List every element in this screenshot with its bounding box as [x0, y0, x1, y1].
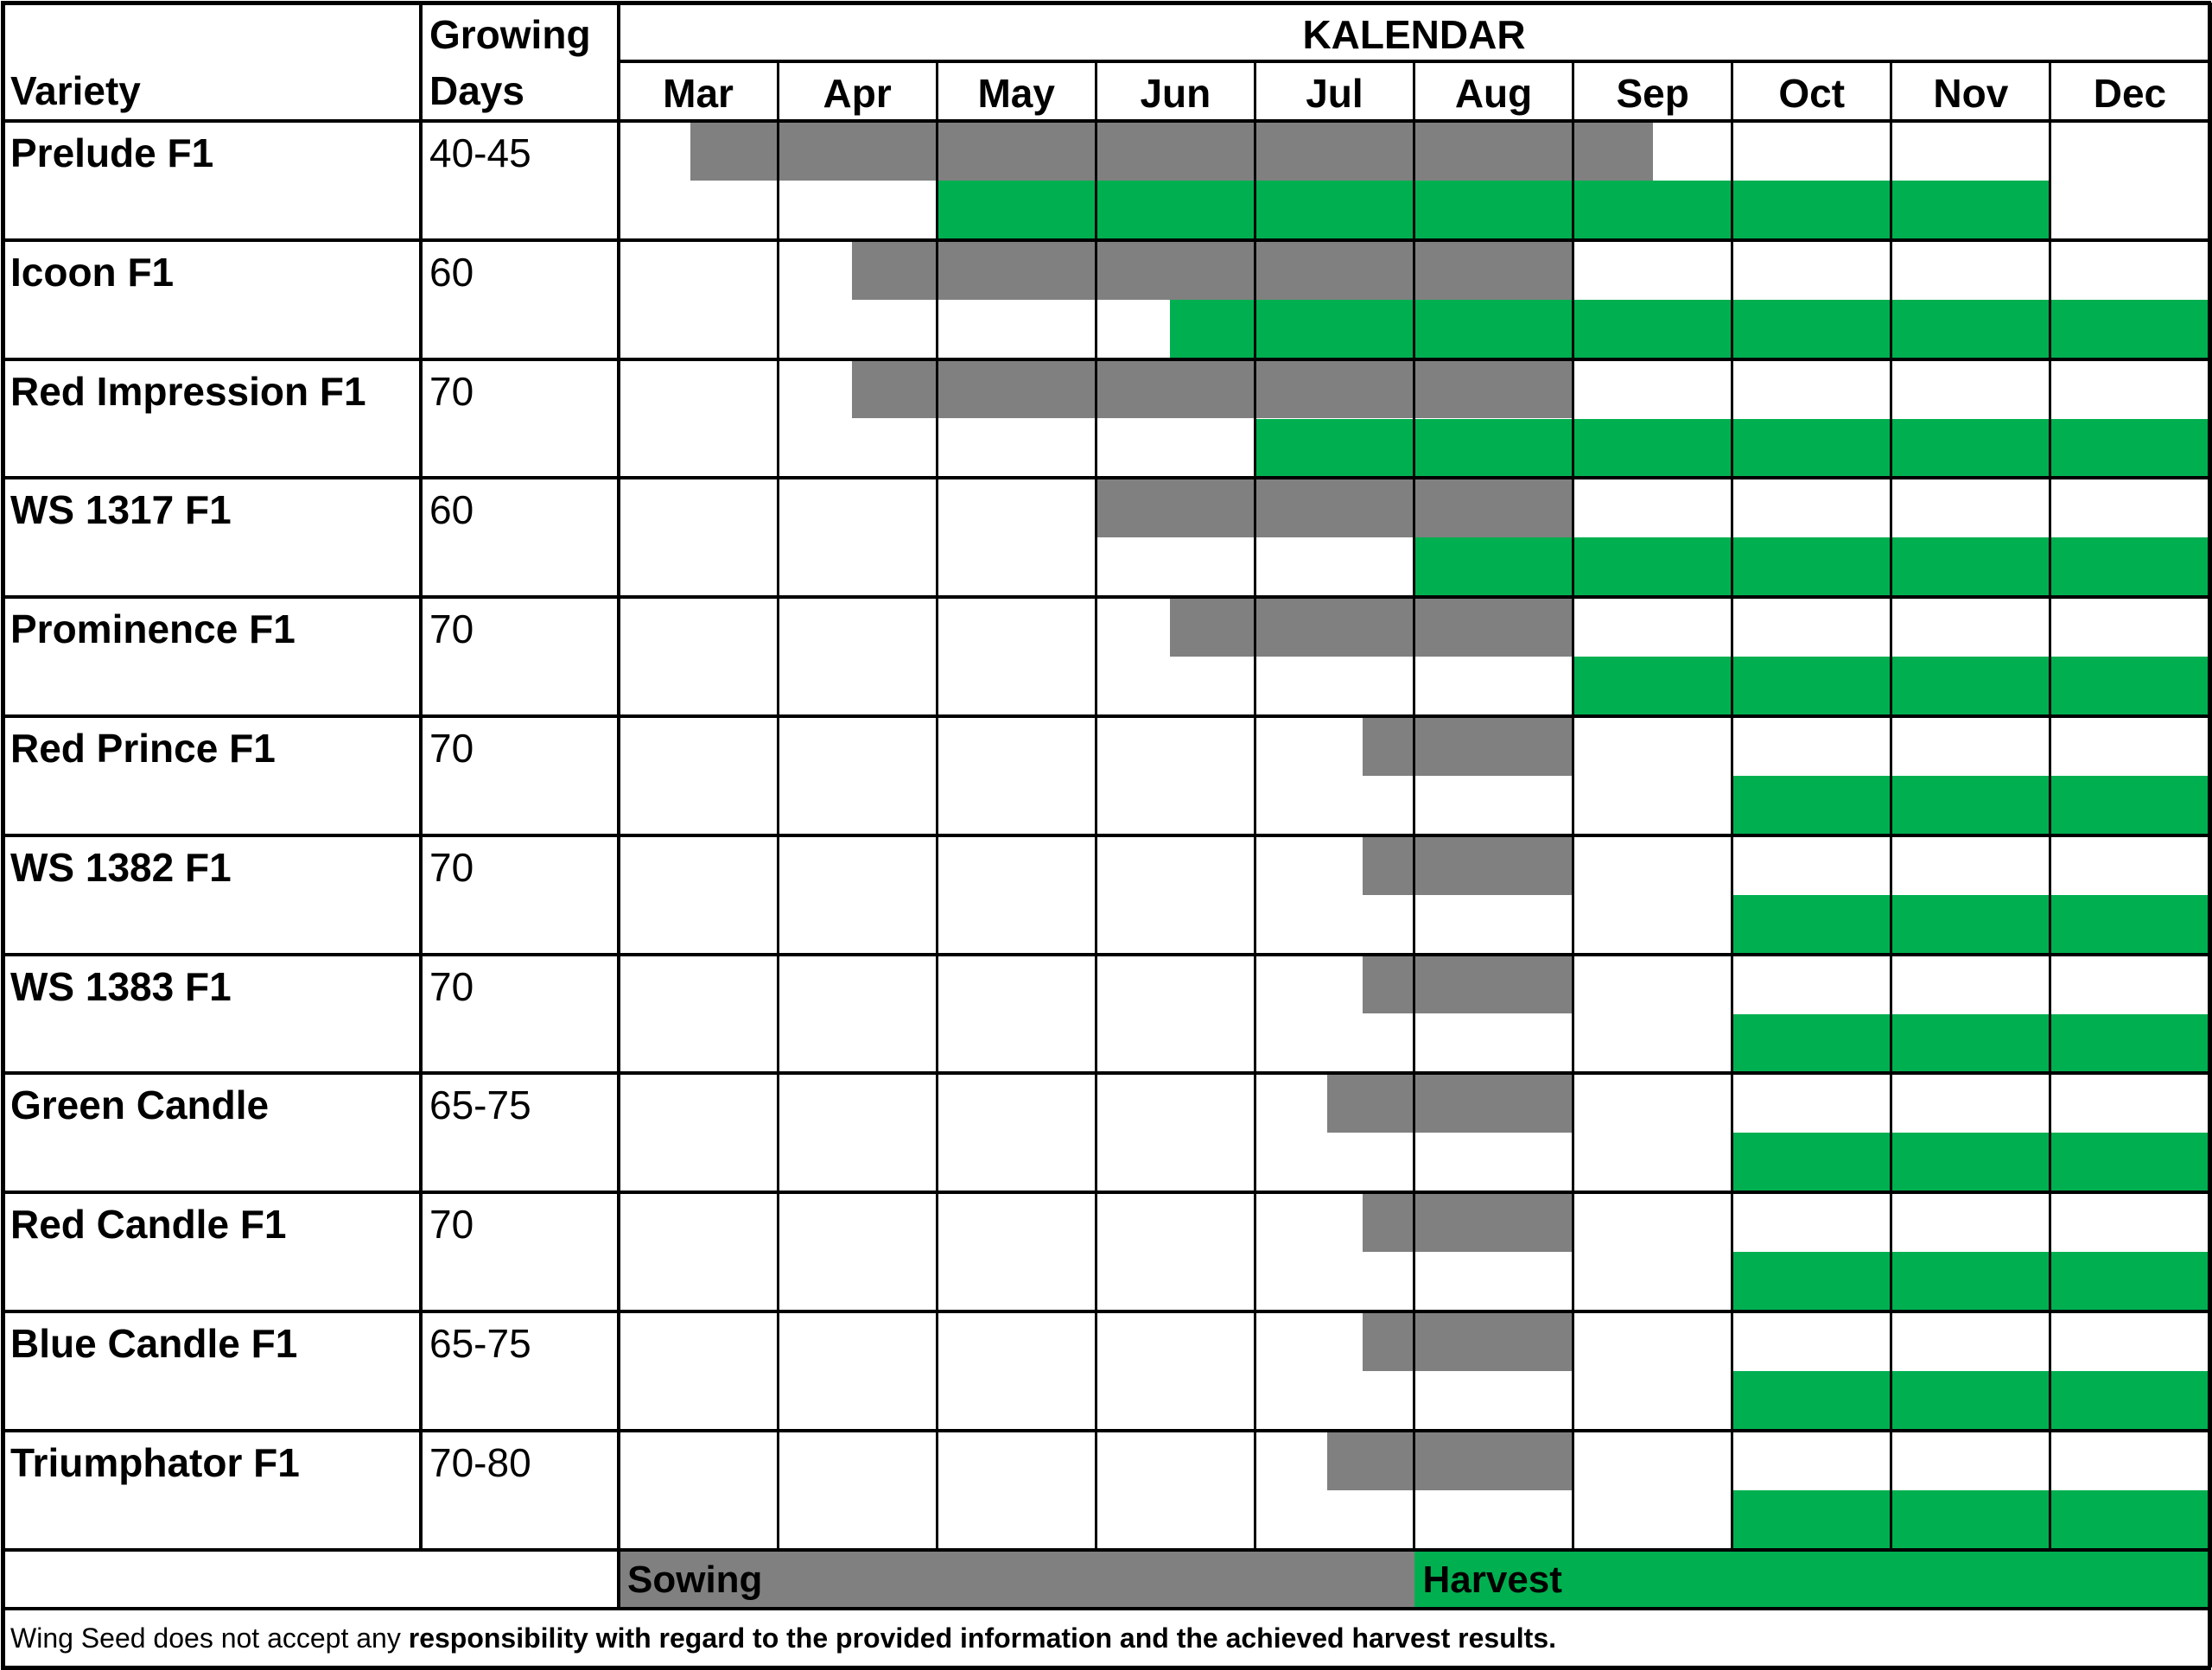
grid-line: [419, 3, 423, 1550]
variety-name: Red Candle F1: [10, 1202, 287, 1248]
grid-line: [3, 119, 2209, 123]
variety-name: WS 1317 F1: [10, 487, 232, 533]
grid-line: [2049, 61, 2052, 1550]
sowing-bar: [1170, 597, 1573, 657]
variety-name: Red Prince F1: [10, 726, 276, 771]
growing-days-value: 70: [429, 1202, 474, 1248]
sowing-bar: [1326, 1073, 1573, 1133]
grid-line: [1, 0, 2211, 5]
grid-line: [1253, 61, 1256, 1550]
grid-line: [935, 61, 938, 1550]
variety-name: Icoon F1: [10, 249, 175, 295]
legend-harvest-label: Harvest: [1422, 1558, 1562, 1601]
grid-line: [3, 238, 2209, 242]
month-header-jun: Jun: [1140, 71, 1211, 116]
variety-name: Triumphator F1: [10, 1439, 300, 1485]
grid-line: [1890, 61, 1893, 1550]
growing-days-value: 70-80: [429, 1439, 531, 1485]
grid-line: [1572, 61, 1575, 1550]
harvest-bar: [1170, 299, 2209, 359]
month-header-mar: Mar: [663, 71, 734, 116]
grid-line: [3, 714, 2209, 718]
grid-line: [1094, 61, 1097, 1550]
month-header-may: May: [977, 71, 1055, 116]
growing-days-value: 70: [429, 606, 474, 652]
variety-name: Prelude F1: [10, 130, 214, 175]
month-header-dec: Dec: [2093, 71, 2167, 116]
month-header-oct: Oct: [1778, 71, 1846, 116]
disclaimer-rest: responsibility with regard to the provid…: [400, 1622, 1556, 1654]
sowing-bar: [852, 359, 1573, 419]
harvest-bar: [1732, 1252, 2209, 1311]
variety-name: Red Impression F1: [10, 368, 366, 414]
grid-line: [2207, 3, 2212, 1667]
growing-days-value: 40-45: [429, 130, 531, 175]
growing-days-header-line2: Days: [429, 68, 524, 113]
harvest-bar: [1732, 775, 2209, 835]
grid-line: [3, 1310, 2209, 1313]
sowing-bar: [690, 121, 1653, 181]
growing-days-value: 70: [429, 963, 474, 1009]
growing-days-header-line1: Growing: [429, 12, 591, 57]
harvest-bar: [1732, 894, 2209, 955]
growing-days-value: 60: [429, 487, 474, 533]
variety-name: WS 1383 F1: [10, 963, 232, 1009]
variety-name: WS 1382 F1: [10, 844, 232, 890]
growing-days-value: 70: [429, 726, 474, 771]
grid-line: [3, 1191, 2209, 1195]
grid-line: [3, 357, 2209, 361]
growing-days-value: 70: [429, 844, 474, 890]
variety-name: Green Candle: [10, 1083, 270, 1128]
growing-days-value: 65-75: [429, 1083, 531, 1128]
grid-line: [3, 1606, 2209, 1610]
grid-line: [3, 833, 2209, 837]
variety-column-header: Variety: [10, 68, 141, 113]
growing-days-value: 65-75: [429, 1321, 531, 1366]
harvest-bar: [1414, 537, 2209, 598]
harvest-bar: [1732, 1370, 2209, 1431]
disclaimer-text: Wing Seed does not accept any responsibi…: [10, 1624, 1556, 1652]
grid-line: [3, 1428, 2209, 1432]
sowing-bar: [1326, 1430, 1573, 1490]
harvest-bar: [1732, 1489, 2209, 1550]
grid-line: [1413, 61, 1415, 1550]
grid-line: [617, 3, 620, 1609]
calendar-title: KALENDAR: [1302, 12, 1526, 57]
grid-line: [3, 952, 2209, 956]
growing-days-value: 60: [429, 249, 474, 295]
grid-line: [776, 61, 779, 1550]
grid-line: [3, 1071, 2209, 1076]
sowing-bar: [852, 239, 1573, 300]
sowing-bar: [1096, 478, 1573, 538]
sowing-bar: [1363, 835, 1573, 895]
grid-line: [1731, 61, 1734, 1550]
legend-sowing-label: Sowing: [627, 1558, 763, 1601]
variety-name: Blue Candle F1: [10, 1321, 298, 1366]
sowing-bar: [1363, 954, 1573, 1014]
sowing-bar: [1363, 716, 1573, 776]
legend-harvest-swatch: [1414, 1549, 2209, 1609]
variety-name: Prominence F1: [10, 606, 296, 652]
month-header-apr: Apr: [823, 71, 892, 116]
legend-sowing-swatch: [619, 1549, 1414, 1609]
month-header-sep: Sep: [1616, 71, 1689, 116]
growing-days-value: 70: [429, 368, 474, 414]
sowing-bar: [1363, 1192, 1573, 1253]
month-header-jul: Jul: [1306, 71, 1363, 116]
grid-line: [3, 595, 2209, 600]
harvest-bar: [937, 180, 2050, 240]
disclaimer-lead: Wing Seed does not accept any: [10, 1622, 401, 1654]
grid-line: [1, 1665, 2211, 1670]
harvest-bar: [1732, 1013, 2209, 1074]
sowing-bar: [1363, 1311, 1573, 1371]
grid-line: [3, 1547, 2209, 1552]
harvest-bar: [1732, 1133, 2209, 1193]
month-header-nov: Nov: [1933, 71, 2009, 116]
grid-line: [3, 476, 2209, 480]
month-header-aug: Aug: [1454, 71, 1533, 116]
